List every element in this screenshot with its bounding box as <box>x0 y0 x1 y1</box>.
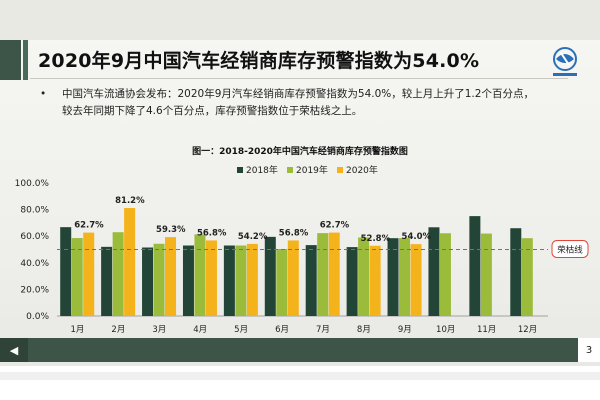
legend-label-1: 2019年 <box>296 164 328 176</box>
y-tick-label: 60.0% <box>20 232 49 242</box>
y-tick-label: 80.0% <box>20 206 49 216</box>
slide-title: 2020年9月中国汽车经销商库存预警指数为54.0% <box>38 50 480 72</box>
x-tick-label: 5月 <box>234 325 248 335</box>
top-band <box>0 0 600 40</box>
bar-2019年-1月 <box>71 238 83 316</box>
bar-2018年-7月 <box>305 245 317 316</box>
bar-2018年-6月 <box>264 236 276 316</box>
legend-label-0: 2018年 <box>246 164 278 176</box>
bar-2020年-7月 <box>328 232 340 316</box>
chart-title: 图一：2018-2020年中国汽车经销商库存预警指数图 <box>192 145 408 157</box>
legend-swatch-2 <box>337 167 343 173</box>
legend-swatch-1 <box>287 167 293 173</box>
bar-2019年-10月 <box>439 233 451 316</box>
summary-line-2: 较去年同期下降了4.6个百分点，库存预警指数位于荣枯线之上。 <box>62 105 363 117</box>
data-label-2020: 59.3% <box>156 225 186 235</box>
bar-2019年-8月 <box>358 237 370 316</box>
prev-arrow-icon: ◀ <box>9 343 19 357</box>
y-tick-label: 100.0% <box>15 179 50 189</box>
reference-line-label-box <box>551 240 589 258</box>
bullet-marker: • <box>40 88 47 100</box>
y-tick-label: 20.0% <box>20 285 49 295</box>
bar-2019年-3月 <box>153 243 165 316</box>
bar-2020年-2月 <box>124 208 136 316</box>
bar-2018年-3月 <box>142 247 154 316</box>
bar-2018年-4月 <box>182 245 194 316</box>
horizontal-scrollbar[interactable] <box>0 372 600 380</box>
x-tick-label: 4月 <box>193 325 207 335</box>
x-tick-label: 12月 <box>518 325 537 335</box>
bar-2020年-5月 <box>246 243 258 316</box>
data-label-2020: 54.0% <box>402 232 432 242</box>
x-tick-label: 2月 <box>111 325 125 335</box>
data-label-2020: 81.2% <box>115 196 145 206</box>
bar-2020年-4月 <box>205 240 217 316</box>
bar-2019年-2月 <box>112 232 124 316</box>
data-label-2020: 56.8% <box>279 228 309 238</box>
x-tick-label: 6月 <box>275 325 289 335</box>
summary-line-1: 中国汽车流通协会发布：2020年9月汽车经销商库存预警指数为54.0%，较上月上… <box>62 88 534 100</box>
legend-label-2: 2020年 <box>346 164 378 176</box>
data-label-2020: 62.7% <box>74 221 104 231</box>
page-number: 3 <box>578 338 600 362</box>
legend-swatch-0 <box>237 167 243 173</box>
x-tick-label: 9月 <box>398 325 412 335</box>
bar-2018年-11月 <box>469 216 481 316</box>
data-label-2020: 56.8% <box>197 228 227 238</box>
bar-2020年-1月 <box>83 232 95 316</box>
bar-2020年-6月 <box>287 240 299 316</box>
bar-2018年-9月 <box>387 238 399 316</box>
x-tick-label: 3月 <box>152 325 166 335</box>
bar-2019年-5月 <box>235 245 247 316</box>
y-tick-label: 40.0% <box>20 259 49 269</box>
data-label-2020: 54.2% <box>238 232 268 242</box>
bar-2018年-8月 <box>346 247 358 316</box>
bar-2020年-3月 <box>165 237 177 316</box>
prev-slide-button[interactable]: ◀ <box>0 338 28 362</box>
bar-2018年-10月 <box>428 227 440 316</box>
x-tick-label: 11月 <box>477 325 496 335</box>
bar-2018年-5月 <box>223 245 235 316</box>
bottom-nav-bar: ◀ 3 <box>0 338 600 362</box>
bar-2019年-9月 <box>399 238 411 316</box>
bar-2018年-12月 <box>510 228 522 316</box>
bar-2019年-6月 <box>276 248 288 316</box>
bar-2019年-4月 <box>194 234 206 316</box>
association-logo-icon <box>553 47 577 76</box>
bar-2019年-11月 <box>480 233 492 316</box>
bar-2020年-9月 <box>410 244 422 316</box>
y-tick-label: 0.0% <box>26 312 49 322</box>
inventory-index-chart: 图一：2018-2020年中国汽车经销商库存预警指数图 2018年 2019年 202… <box>15 145 589 335</box>
title-accent-strip <box>23 40 28 80</box>
title-underline <box>30 78 568 79</box>
slide: 2020年9月中国汽车经销商库存预警指数为54.0% • 中国汽车流通协会发布：… <box>0 0 600 366</box>
bar-2019年-7月 <box>317 233 329 316</box>
bar-2018年-2月 <box>101 246 113 316</box>
title-accent-block <box>0 40 21 80</box>
x-tick-label: 10月 <box>436 325 455 335</box>
bar-2018年-1月 <box>60 227 72 316</box>
x-tick-label: 1月 <box>70 325 84 335</box>
summary-text: 中国汽车流通协会发布：2020年9月汽车经销商库存预警指数为54.0%，较上月上… <box>62 86 582 120</box>
x-tick-label: 8月 <box>357 325 371 335</box>
x-tick-label: 7月 <box>316 325 330 335</box>
data-label-2020: 52.8% <box>361 234 391 244</box>
title-bar: 2020年9月中国汽车经销商库存预警指数为54.0% <box>0 40 600 80</box>
reference-line-label: 荣枯线 <box>557 245 583 256</box>
data-label-2020: 62.7% <box>320 221 350 231</box>
bar-2019年-12月 <box>521 238 533 316</box>
bar-2020年-8月 <box>369 245 381 316</box>
